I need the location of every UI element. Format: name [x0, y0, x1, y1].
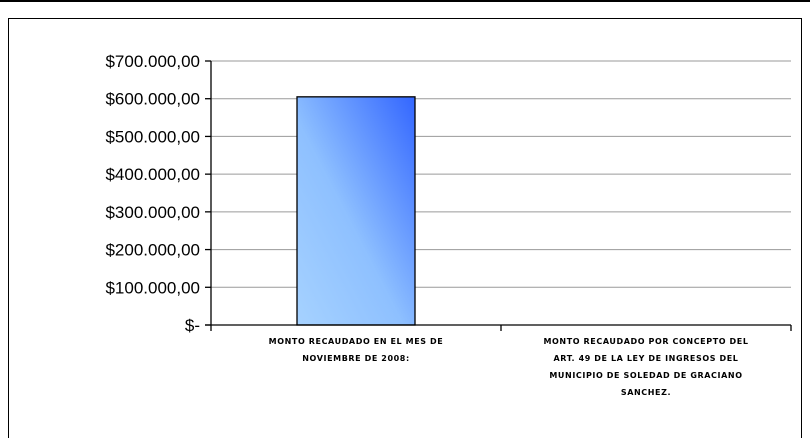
- y-tick-labels: $- $100.000,00 $200.000,00 $300.000,00 $400.…: [105, 52, 200, 335]
- axes: [205, 60, 792, 331]
- y-tick-label: $100.000,00: [105, 278, 200, 297]
- x-category-label: MONTO RECAUDADO POR CONCEPTO DEL ART. 49 …: [543, 337, 748, 397]
- y-tick-label: $600.000,00: [105, 90, 200, 109]
- y-tick-label: $500.000,00: [105, 127, 200, 146]
- x-category-labels: MONTO RECAUDADO EN EL MES DE NOVIEMBRE DE…: [269, 337, 748, 397]
- chart-frame: [8, 18, 802, 438]
- y-tick-label: $200.000,00: [105, 241, 200, 260]
- bar: [296, 96, 416, 326]
- y-tick-label: $400.000,00: [105, 165, 200, 184]
- y-tick-label: $-: [185, 316, 200, 335]
- y-tick-label: $700.000,00: [105, 52, 200, 71]
- top-border-line: [0, 0, 810, 2]
- x-category-label: MONTO RECAUDADO EN EL MES DE NOVIEMBRE DE…: [269, 337, 444, 363]
- y-tick-label: $300.000,00: [105, 203, 200, 222]
- bars: [296, 96, 416, 326]
